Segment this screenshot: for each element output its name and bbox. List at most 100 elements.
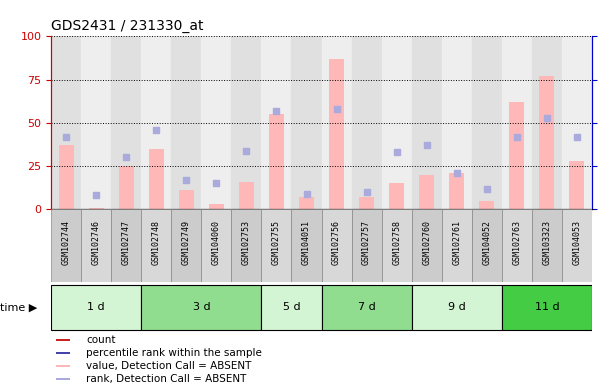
Bar	[179, 190, 194, 209]
Bar	[509, 102, 524, 209]
Bar	[111, 36, 141, 209]
Text: GSM104052: GSM104052	[483, 220, 491, 265]
Bar	[201, 36, 231, 209]
Text: GSM102755: GSM102755	[272, 220, 281, 265]
Point	[332, 106, 341, 112]
Text: 7 d: 7 d	[358, 302, 376, 312]
Bar	[261, 285, 322, 329]
Bar	[231, 209, 261, 282]
Bar	[502, 36, 532, 209]
Bar	[480, 201, 494, 209]
Text: GSM102757: GSM102757	[362, 220, 371, 265]
Point	[151, 127, 161, 133]
Text: 5 d: 5 d	[282, 302, 300, 312]
Bar	[352, 209, 382, 282]
Bar	[442, 209, 472, 282]
Text: 9 d: 9 d	[448, 302, 466, 312]
Point	[212, 180, 221, 187]
Bar	[118, 166, 133, 209]
Point	[121, 154, 131, 161]
Bar	[352, 36, 382, 209]
Bar	[539, 76, 554, 209]
Point	[422, 142, 432, 149]
Text: percentile rank within the sample: percentile rank within the sample	[87, 348, 262, 358]
Text: GSM102756: GSM102756	[332, 220, 341, 265]
Bar	[239, 182, 254, 209]
Bar	[89, 208, 103, 209]
Point	[542, 115, 552, 121]
Point	[302, 191, 311, 197]
Text: GSM102747: GSM102747	[122, 220, 130, 265]
Text: value, Detection Call = ABSENT: value, Detection Call = ABSENT	[87, 361, 252, 371]
Bar	[171, 36, 201, 209]
Text: GSM103323: GSM103323	[543, 220, 551, 265]
Bar	[322, 285, 412, 329]
Bar	[141, 36, 171, 209]
Bar	[111, 209, 141, 282]
Bar	[209, 204, 224, 209]
Bar	[532, 209, 562, 282]
Text: GSM102761: GSM102761	[453, 220, 461, 265]
Bar	[261, 209, 291, 282]
Bar	[472, 209, 502, 282]
Bar	[81, 209, 111, 282]
Bar	[412, 209, 442, 282]
Bar	[450, 173, 464, 209]
Bar	[81, 36, 111, 209]
Bar	[502, 209, 532, 282]
Bar	[382, 36, 412, 209]
Text: GSM102748: GSM102748	[152, 220, 160, 265]
Bar	[56, 365, 70, 367]
Point	[91, 192, 101, 199]
Point	[452, 170, 462, 176]
Bar	[562, 209, 592, 282]
Bar	[532, 36, 562, 209]
Text: GSM102763: GSM102763	[513, 220, 521, 265]
Bar	[412, 36, 442, 209]
Point	[272, 108, 281, 114]
Point	[242, 147, 251, 154]
Bar	[382, 209, 412, 282]
Text: GSM102758: GSM102758	[392, 220, 401, 265]
Text: rank, Detection Call = ABSENT: rank, Detection Call = ABSENT	[87, 374, 246, 384]
Bar	[442, 36, 472, 209]
Text: GSM102744: GSM102744	[62, 220, 70, 265]
Point	[512, 134, 522, 140]
Text: GDS2431 / 231330_at: GDS2431 / 231330_at	[51, 19, 204, 33]
Bar	[472, 36, 502, 209]
Bar	[51, 285, 141, 329]
Bar	[171, 209, 201, 282]
Text: time ▶: time ▶	[0, 302, 37, 312]
Text: 3 d: 3 d	[192, 302, 210, 312]
Bar	[419, 175, 434, 209]
Bar	[291, 36, 322, 209]
Text: GSM104060: GSM104060	[212, 220, 221, 265]
Bar	[59, 146, 74, 209]
Bar	[389, 184, 404, 209]
Text: GSM104051: GSM104051	[302, 220, 311, 265]
Text: 1 d: 1 d	[87, 302, 105, 312]
Bar	[269, 114, 284, 209]
Point	[482, 185, 492, 192]
Bar	[141, 285, 261, 329]
Text: GSM102749: GSM102749	[182, 220, 191, 265]
Bar	[322, 36, 352, 209]
Bar	[562, 36, 592, 209]
Point	[362, 189, 371, 195]
Text: GSM102753: GSM102753	[242, 220, 251, 265]
Bar	[51, 36, 81, 209]
Bar	[329, 59, 344, 209]
Text: GSM102746: GSM102746	[92, 220, 100, 265]
Text: 11 d: 11 d	[535, 302, 559, 312]
Bar	[502, 285, 592, 329]
Bar	[322, 209, 352, 282]
Bar	[56, 339, 70, 341]
Bar	[570, 161, 584, 209]
Bar	[201, 209, 231, 282]
Point	[61, 134, 71, 140]
Bar	[56, 378, 70, 380]
Bar	[51, 209, 81, 282]
Point	[572, 134, 582, 140]
Bar	[261, 36, 291, 209]
Bar	[412, 285, 502, 329]
